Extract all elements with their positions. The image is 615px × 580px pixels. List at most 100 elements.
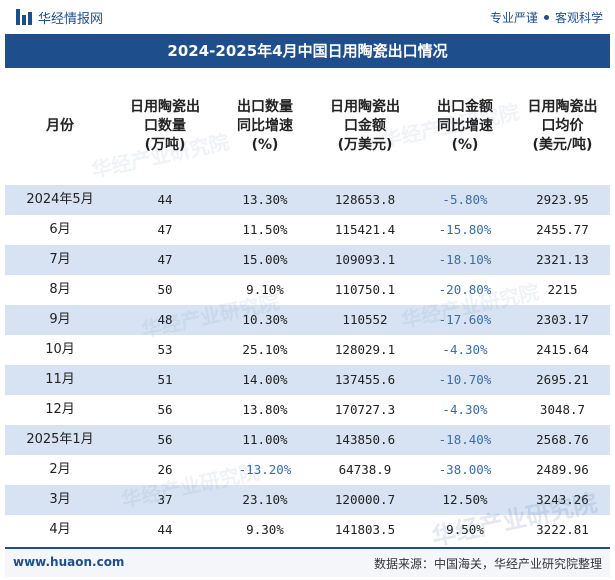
table-row: 3月 37 23.10% 120000.7 12.50% 3243.26 (5, 485, 610, 515)
header-avg-price: 日用陶瓷出 口均价 (美元/吨) (527, 99, 598, 153)
cell-month: 9月 (49, 312, 71, 327)
table-title: 2024-2025年4月中国日用陶瓷出口情况 (167, 42, 448, 60)
table-row: 12月 56 13.80% 170727.3 -4.30% 3048.7 (5, 395, 610, 425)
cell-amount: 64738.9 (338, 462, 392, 477)
cell-amount: 143850.6 (334, 432, 396, 447)
cell-qty: 44 (157, 192, 173, 207)
cell-amount: 115421.4 (334, 222, 396, 237)
cell-amount-yoy: 9.50% (446, 522, 484, 537)
cell-amount: 110750.1 (334, 282, 396, 297)
cell-qty-yoy: 13.30% (242, 192, 288, 207)
table-body: 2024年5月 44 13.30% 128653.8 -5.80% 2923.95 6月 47… (5, 185, 610, 545)
cell-amount: 128029.1 (334, 342, 396, 357)
cell-amount-yoy: -38.00% (438, 462, 492, 477)
cell-price: 2303.17 (536, 312, 589, 327)
cell-amount: 141803.5 (334, 522, 396, 537)
cell-amount-yoy: -15.80% (438, 222, 492, 237)
table-row: 7月 47 15.00% 109093.1 -18.10% 2321.13 (5, 245, 610, 275)
table-row: 11月 51 14.00% 137455.6 -10.70% 2695.21 (5, 365, 610, 395)
cell-qty: 48 (157, 312, 173, 327)
cell-qty-yoy: 11.00% (242, 432, 288, 447)
cell-amount-yoy: 12.50% (442, 492, 488, 507)
cell-amount: 120000.7 (334, 492, 396, 507)
cell-month: 2024年5月 (26, 192, 94, 207)
cell-price: 2415.64 (536, 342, 589, 357)
cell-amount-yoy: -10.70% (438, 372, 492, 387)
table-row: 6月 47 11.50% 115421.4 -15.80% 2455.77 (5, 215, 610, 245)
cell-month: 10月 (45, 342, 75, 357)
cell-qty-yoy: 25.10% (242, 342, 288, 357)
cell-qty-yoy: 9.30% (246, 522, 284, 537)
cell-price: 2455.77 (536, 222, 589, 237)
cell-month: 2月 (49, 462, 71, 477)
cell-qty: 56 (157, 402, 173, 417)
cell-month: 12月 (45, 402, 75, 417)
table-row: 10月 53 25.10% 128029.1 -4.30% 2415.64 (5, 335, 610, 365)
cell-qty: 44 (157, 522, 173, 537)
header-quantity-yoy: 出口数量 同比增速 (%) (237, 99, 293, 153)
cell-price: 2321.13 (536, 252, 589, 267)
cell-amount-yoy: -4.30% (442, 402, 488, 417)
footer-source: 数据来源：中国海关，华经产业研究院整理 (373, 557, 602, 571)
huajing-logo-icon (16, 9, 32, 25)
cell-price: 3222.81 (536, 522, 589, 537)
cell-amount: 128653.8 (334, 192, 396, 207)
cell-month: 7月 (49, 252, 71, 267)
slogan-right: 客观科学 (554, 11, 603, 25)
cell-month: 2025年1月 (26, 432, 94, 447)
header-amount-yoy: 出口金额 同比增速 (%) (437, 99, 493, 153)
cell-month: 11月 (45, 372, 75, 387)
cell-month: 6月 (49, 222, 71, 237)
cell-price: 2568.76 (536, 432, 589, 447)
cell-price: 3048.7 (539, 402, 586, 417)
header-amount: 日用陶瓷出 口金额 (万美元) (330, 99, 400, 153)
cell-month: 3月 (49, 492, 71, 507)
table-row: 2024年5月 44 13.30% 128653.8 -5.80% 2923.95 (5, 185, 610, 215)
footer-site: www.huaon.com (13, 555, 125, 569)
footer: www.huaon.com 数据来源：中国海关，华经产业研究院整理 (5, 547, 610, 577)
cell-amount-yoy: -5.80% (442, 192, 488, 207)
cell-qty: 51 (157, 372, 173, 387)
cell-qty: 53 (157, 342, 173, 357)
cell-amount-yoy: -17.60% (438, 312, 492, 327)
cell-amount-yoy: -4.30% (442, 342, 488, 357)
title-bar: 2024-2025年4月中国日用陶瓷出口情况 (5, 34, 610, 68)
separator-dot-icon (543, 15, 549, 20)
table-row: 4月 44 9.30% 141803.5 9.50% 3222.81 (5, 515, 610, 545)
cell-qty-yoy: 9.10% (246, 282, 284, 297)
cell-month: 4月 (49, 522, 71, 537)
cell-amount: 170727.3 (334, 402, 396, 417)
cell-amount: 109093.1 (334, 252, 396, 267)
table-row: 2025年1月 56 11.00% 143850.6 -18.40% 2568.76 (5, 425, 610, 455)
brand-name: 华经情报网 (38, 12, 104, 27)
cell-price: 2489.96 (536, 462, 589, 477)
cell-price: 2215 (547, 282, 578, 297)
cell-price: 2923.95 (536, 192, 589, 207)
header-month: 月份 (46, 118, 74, 134)
table-row: 9月 48 10.30% 110552 -17.60% 2303.17 (5, 305, 610, 335)
cell-qty-yoy: 13.80% (242, 402, 288, 417)
cell-qty-yoy: -13.20% (238, 462, 292, 477)
top-bar: 华经情报网 专业严谨 客观科学 (0, 0, 615, 34)
cell-amount: 110552 (342, 312, 388, 327)
cell-qty: 50 (157, 282, 173, 297)
table-header: 月份 日用陶瓷出 口数量 (万吨) 出口数量 同比增速 (%) 日用陶瓷出 口金… (5, 68, 610, 185)
cell-qty-yoy: 15.00% (242, 252, 288, 267)
cell-qty-yoy: 11.50% (242, 222, 288, 237)
cell-amount-yoy: -20.80% (438, 282, 492, 297)
cell-amount-yoy: -18.40% (438, 432, 492, 447)
cell-qty-yoy: 14.00% (242, 372, 288, 387)
cell-qty: 37 (157, 492, 173, 507)
cell-amount: 137455.6 (334, 372, 396, 387)
cell-qty: 47 (157, 222, 173, 237)
cell-amount-yoy: -18.10% (438, 252, 492, 267)
table-row: 2月 26 -13.20% 64738.9 -38.00% 2489.96 (5, 455, 610, 485)
cell-qty-yoy: 10.30% (242, 312, 288, 327)
header-quantity: 日用陶瓷出 口数量 (万吨) (130, 99, 200, 153)
slogan: 专业严谨 客观科学 (490, 9, 603, 26)
slogan-left: 专业严谨 (489, 11, 538, 25)
cell-month: 8月 (49, 282, 71, 297)
cell-qty-yoy: 23.10% (242, 492, 288, 507)
cell-qty: 26 (157, 462, 173, 477)
cell-price: 3243.26 (536, 492, 589, 507)
